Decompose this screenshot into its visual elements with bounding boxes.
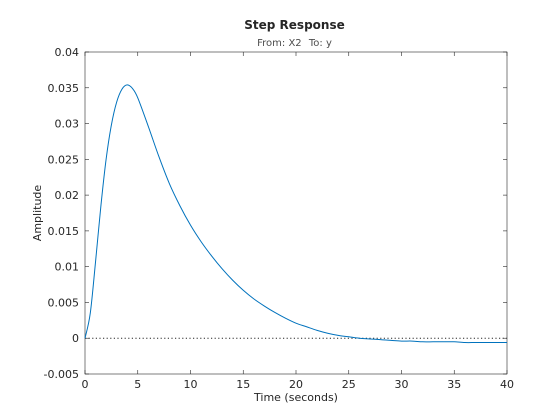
subtitle-from-prefix: From: — [257, 38, 285, 49]
x-tick-label: 0 — [82, 378, 89, 391]
chart-title: Step Response — [244, 18, 344, 32]
y-tick-label: 0.04 — [55, 46, 80, 59]
y-tick-label: -0.005 — [44, 368, 79, 381]
y-tick-label: 0.01 — [55, 261, 80, 274]
chart-subtitle: From: X2 To: y — [257, 38, 332, 49]
x-tick-label: 40 — [500, 378, 514, 391]
y-tick-label: 0.005 — [48, 296, 80, 309]
plot-area: 0 5 10 15 20 25 30 35 40 -0.00500.0050.010.0150.… — [44, 46, 514, 391]
x-tick-label: 20 — [289, 378, 303, 391]
subtitle-to-value: y — [326, 38, 332, 49]
y-tick-label: 0.03 — [55, 118, 80, 131]
x-tick-label: 30 — [395, 378, 409, 391]
x-tick-label: 35 — [447, 378, 461, 391]
x-tick-label: 5 — [134, 378, 141, 391]
x-tick-label: 25 — [342, 378, 356, 391]
y-tick-label: 0.02 — [55, 189, 80, 202]
x-tick-label: 15 — [236, 378, 250, 391]
y-axis-label: Amplitude — [31, 185, 44, 242]
y-tick-label: 0 — [72, 332, 79, 345]
y-tick-label: 0.035 — [48, 82, 80, 95]
x-tick-label: 10 — [184, 378, 198, 391]
series-line-step-response — [84, 84, 507, 344]
axes-box — [84, 51, 508, 375]
subtitle-from-value: X2 — [288, 38, 301, 49]
subtitle-to-prefix: To: — [308, 38, 323, 49]
y-axis-ticks: -0.005 0 0.005 0.01 0.015 0.02 0.025 0.03 0.035 0… — [44, 46, 507, 381]
x-axis-ticks: 0 5 10 15 20 25 30 35 40 — [82, 52, 514, 391]
y-tick-label: 0.025 — [48, 153, 80, 166]
y-tick-label: 0.015 — [48, 225, 80, 238]
x-axis-label: Time (seconds) — [253, 391, 338, 404]
